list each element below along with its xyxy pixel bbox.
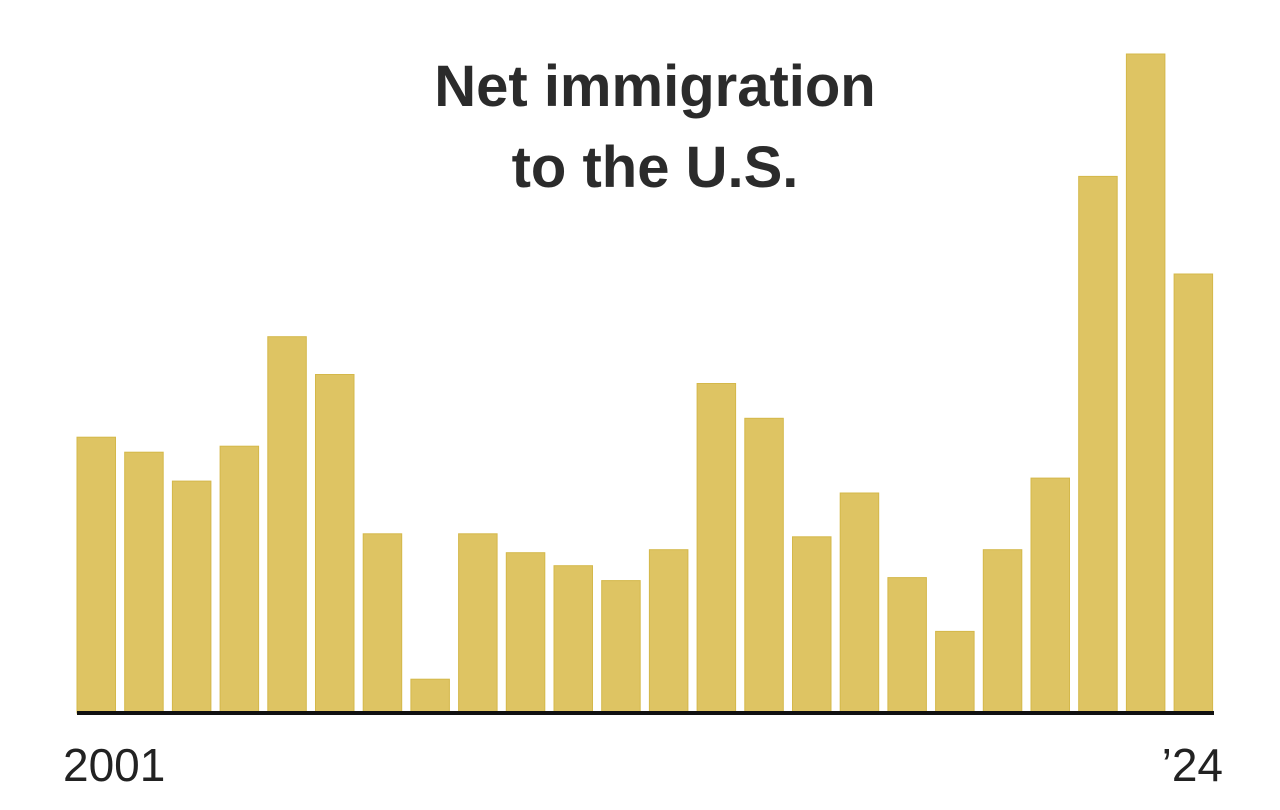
bar-2015 <box>744 417 784 714</box>
bar-2021 <box>1030 477 1070 714</box>
bar-2022 <box>1078 175 1118 714</box>
bar-2004 <box>219 445 260 714</box>
bar-2012 <box>601 580 641 714</box>
bar-2014 <box>696 383 737 714</box>
bar-2019 <box>935 630 975 714</box>
bar-2017 <box>839 492 880 714</box>
bar-2002 <box>124 451 164 714</box>
bar-2024 <box>1173 273 1214 714</box>
bar-2018 <box>887 577 927 714</box>
bar-2016 <box>792 536 832 714</box>
x-tick-label-first: 2001 <box>63 739 165 791</box>
bar-2005 <box>267 336 307 714</box>
bar-2006 <box>315 374 355 714</box>
bar-2009 <box>458 533 498 714</box>
bar-2010 <box>505 552 546 714</box>
bars-group <box>76 53 1214 714</box>
bar-2023 <box>1125 53 1166 714</box>
bar-2008 <box>410 678 450 714</box>
x-tick-label-last: ’24 <box>1162 739 1223 791</box>
bar-2001 <box>76 436 116 714</box>
chart-title-line-1: Net immigration <box>434 54 876 119</box>
bar-2003 <box>171 480 212 714</box>
bar-2007 <box>362 533 403 714</box>
bar-2013 <box>648 549 689 714</box>
bar-2011 <box>553 565 593 714</box>
bar-2020 <box>982 549 1023 714</box>
chart-title-line-2: to the U.S. <box>512 135 799 200</box>
